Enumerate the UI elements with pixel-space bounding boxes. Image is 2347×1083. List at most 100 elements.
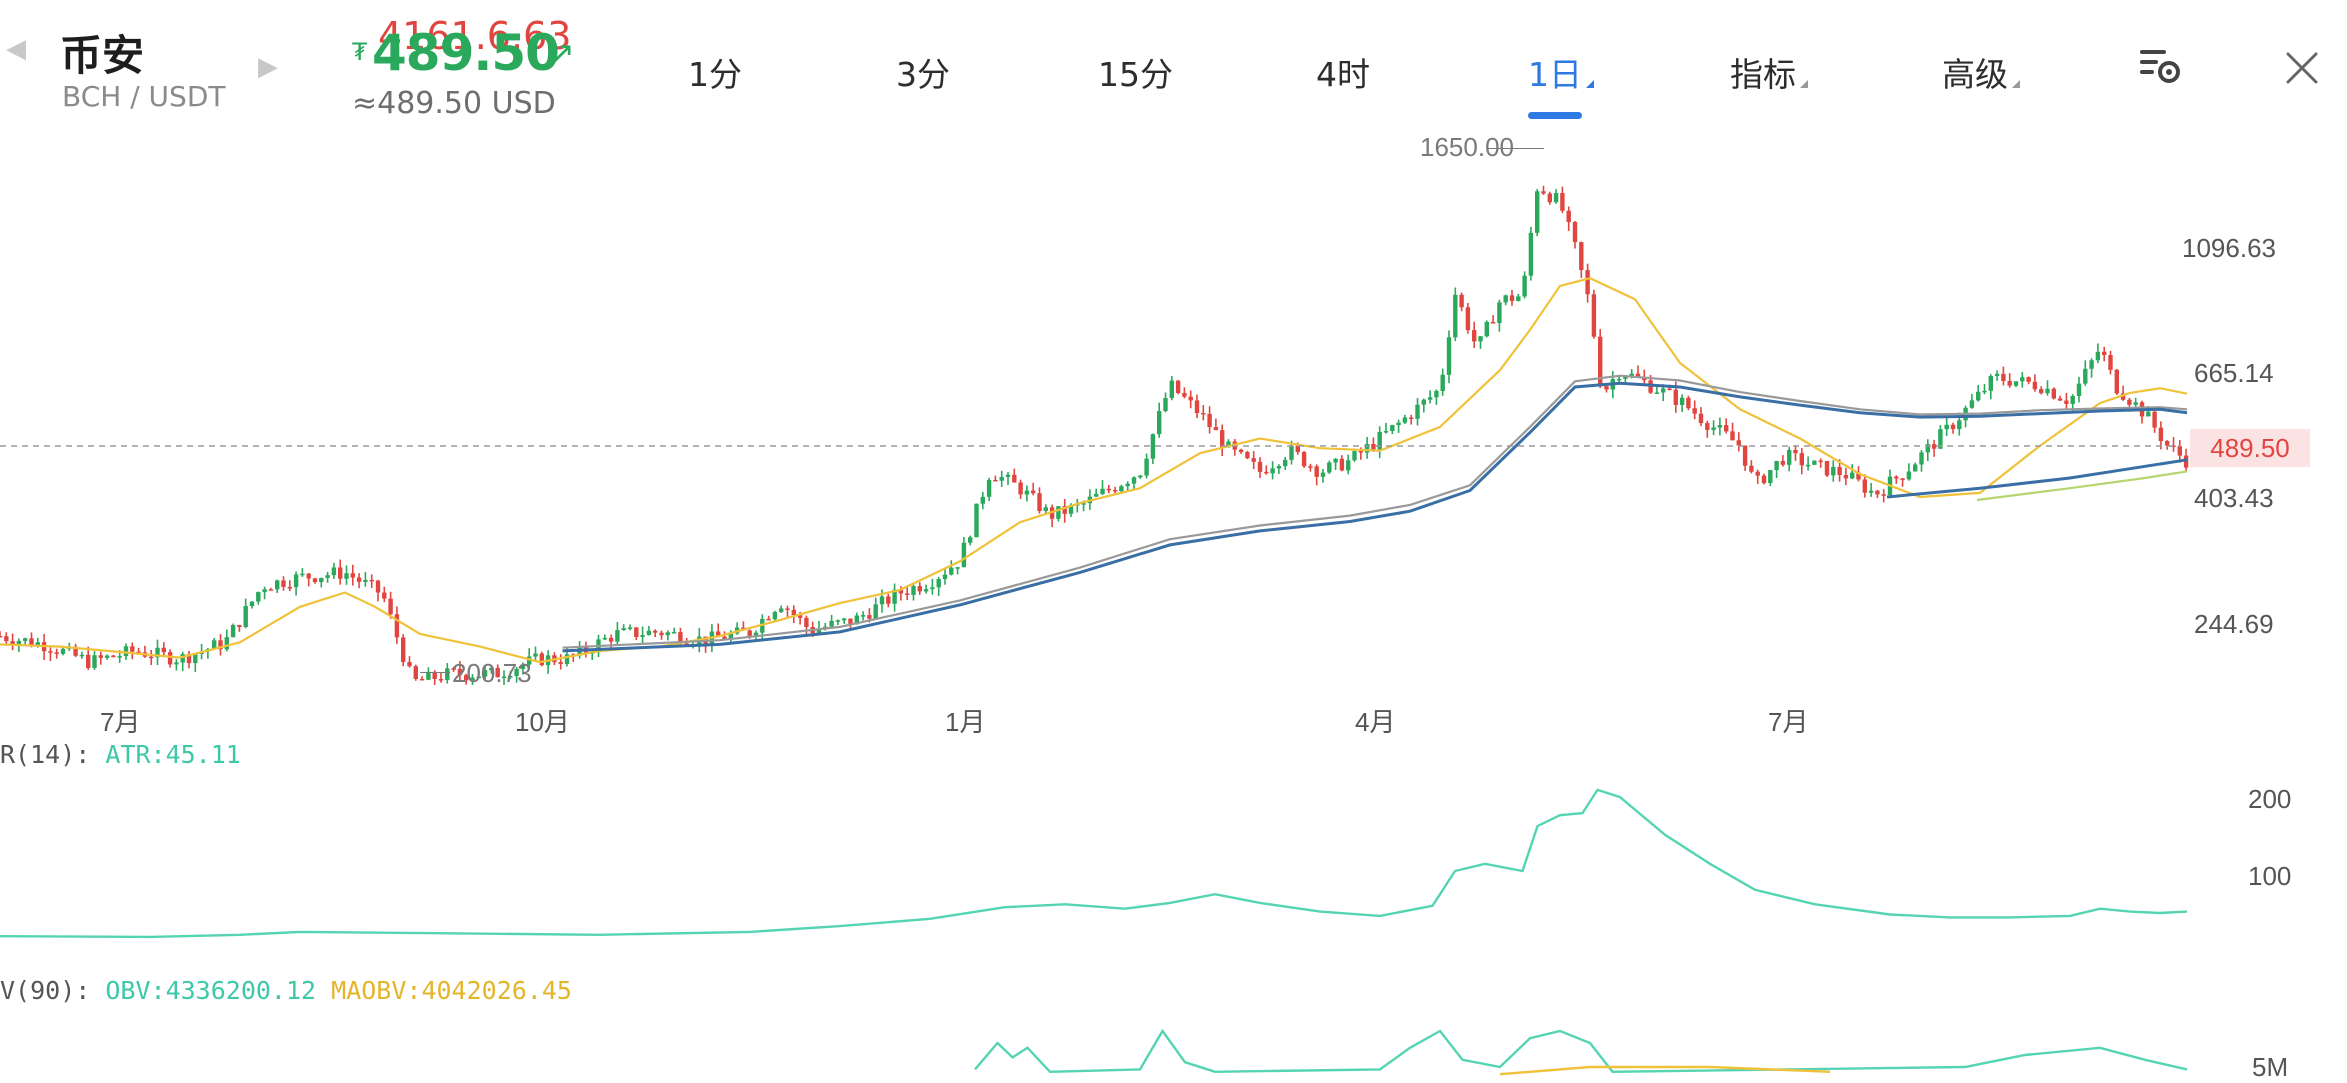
candle-body [923,589,929,592]
candle-body [1579,242,1584,271]
candle-body [1547,193,1552,203]
chevron-left-icon[interactable]: ◀ [6,34,26,64]
candle-body [1333,458,1338,463]
tab-advanced[interactable]: 高级 [1942,48,2020,96]
candle-body [772,612,778,620]
candle-body [363,579,368,582]
candle-body [1976,391,1981,401]
atr-line [0,788,2188,939]
low-marker: 200.73 [452,658,532,688]
candle-body [1837,466,1842,475]
candle-body [0,636,3,638]
candle-body [161,647,166,653]
tab-indicators[interactable]: 指标 [1730,48,1808,96]
close-icon[interactable] [2284,50,2320,86]
candle-body [842,618,847,621]
last-price: 489.50 [372,24,560,82]
candle-body [1024,490,1030,495]
candle-body [1944,424,1949,430]
atr-y-tick-2: 100 [2248,861,2292,891]
candle-body [634,627,639,637]
candle-body [785,608,790,610]
candle-body [451,668,456,670]
candle-body [476,676,481,678]
candle-body [419,678,425,681]
candle-body [1774,461,1779,471]
candle-body [375,580,381,593]
atr-indicator-label: R(14): ATR:45.11 [0,740,241,769]
candle-body [1207,413,1212,428]
candle-body [489,667,494,671]
candle-body [4,636,9,642]
tab-15m[interactable]: 15分 [1098,55,1173,94]
candle-body [1220,430,1225,448]
candle-body [753,632,759,636]
candle-body [816,628,822,634]
candle-body [949,567,954,575]
candle-body [2013,381,2019,386]
candle-body [1692,408,1697,414]
x-tick-5: 7月 [1768,707,1809,737]
atr-chart[interactable] [0,772,2347,962]
candle-body [369,579,374,582]
candle-body [2152,411,2157,428]
candle-body [319,577,324,583]
candle-body [1535,191,1540,233]
candle-body [180,654,185,663]
candle-body [218,640,223,650]
candle-body [35,642,40,646]
candle-body [1604,386,1609,390]
y-tick-1: 1096.63 [2182,233,2276,263]
candle-body [1308,466,1313,468]
candle-body [1213,427,1219,431]
candle-body [993,479,998,482]
tab-3m[interactable]: 3分 [896,55,950,94]
candle-body [388,598,393,615]
obv-y-tick-1: 5M [2252,1052,2289,1082]
candle-body [1673,389,1678,405]
candle-body [1969,400,1975,408]
candle-body [716,631,721,637]
candle-body [1390,425,1395,431]
candle-body [1371,443,1376,450]
candle-body [1251,458,1256,462]
candle-body [237,625,242,627]
candle-body [1843,474,1849,479]
obv-chart[interactable] [0,1010,2347,1079]
candle-body [2165,441,2170,446]
candle-body [2127,399,2132,405]
candle-body [268,589,274,591]
candle-body [1119,486,1124,492]
tab-1m[interactable]: 1分 [688,55,742,94]
candle-body [911,586,916,595]
candle-body [1730,431,1735,441]
chevron-right-icon[interactable]: ▶ [258,52,278,82]
candle-body [1068,505,1074,514]
candle-body [79,654,85,657]
candle-body [1018,482,1023,495]
candle-body [382,592,387,599]
candle-body [86,654,91,668]
candle-body [1138,475,1143,478]
candle-body [615,630,620,642]
chart-settings-icon[interactable] [2138,46,2182,86]
candle-body [955,567,960,569]
candle-body [60,648,66,654]
candle-body [1705,423,1710,430]
candle-body [1553,193,1559,203]
price-chart[interactable] [0,130,2347,730]
candle-body [671,632,677,634]
candle-body [1736,440,1741,446]
candle-body [29,638,34,646]
tab-1d[interactable]: 1日 [1528,48,1594,96]
tab-4h[interactable]: 4时 [1316,55,1370,94]
candle-body [2057,398,2063,401]
candle-body [1459,294,1464,308]
candle-body [1509,295,1515,301]
candle-body [117,656,122,658]
candle-body [791,609,796,616]
current-price-tag: 489.50 [2190,429,2310,467]
candle-body [1276,466,1282,469]
candle-body [1623,376,1628,379]
candle-body [1434,391,1439,398]
